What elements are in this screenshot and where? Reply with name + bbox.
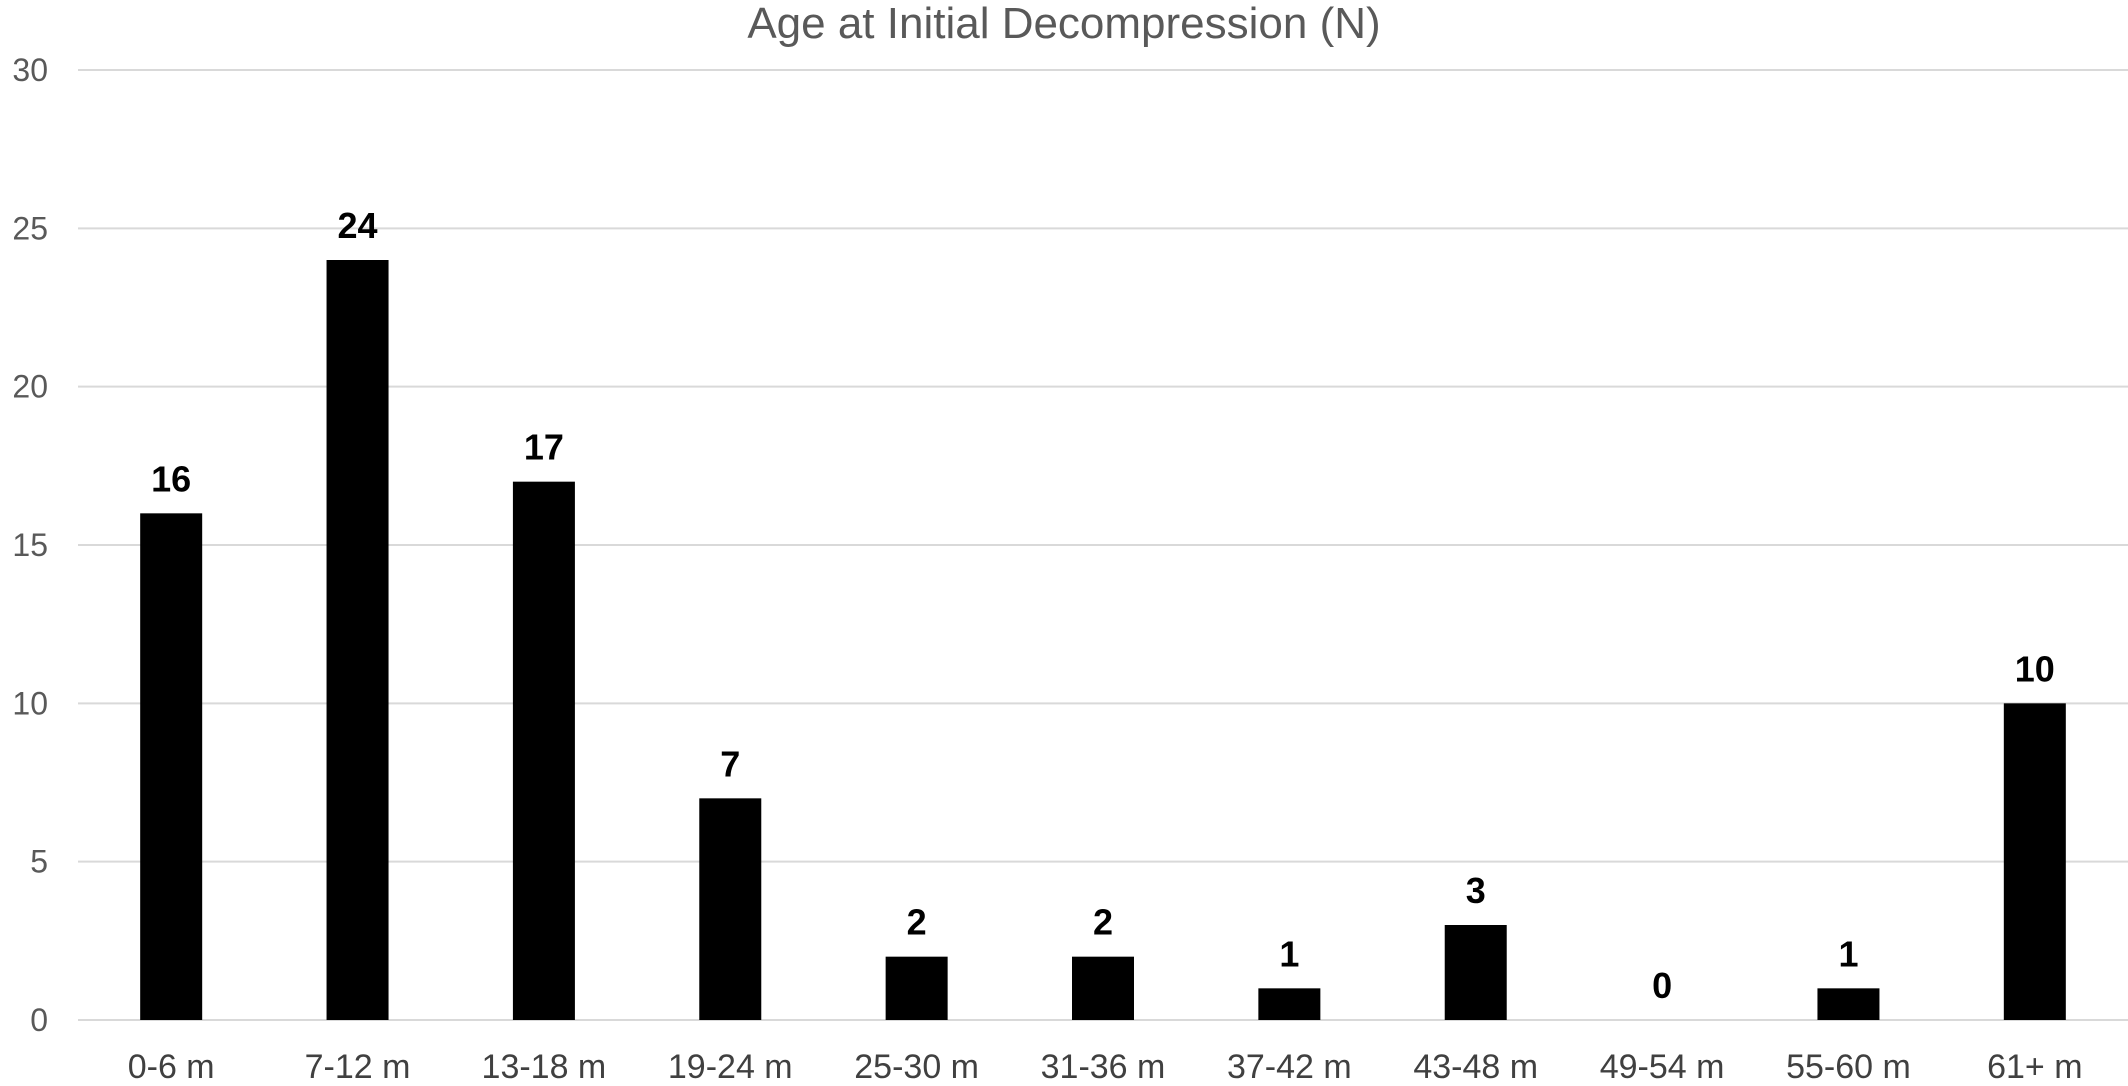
bar <box>699 798 762 1020</box>
chart-title: Age at Initial Decompression (N) <box>747 0 1380 48</box>
data-label: 7 <box>720 743 740 784</box>
bar <box>1072 956 1134 1020</box>
data-labels: 16 24 17 7 2 2 1 3 0 1 10 <box>151 205 2055 1006</box>
bar <box>1258 988 1321 1020</box>
x-tick-label: 37-42 m <box>1227 1048 1352 1086</box>
x-tick-label: 61+ m <box>1987 1048 2082 1086</box>
y-tick-label: 20 <box>12 369 48 405</box>
data-label: 3 <box>1466 870 1486 911</box>
y-tick-label: 10 <box>12 685 48 721</box>
bar <box>1444 925 1507 1020</box>
y-axis-ticks: 0 5 10 15 20 25 30 <box>12 52 48 1038</box>
y-tick-label: 15 <box>12 527 48 563</box>
bar <box>2003 703 2066 1020</box>
y-tick-label: 25 <box>12 210 48 246</box>
data-label: 1 <box>1279 933 1299 974</box>
x-tick-label: 43-48 m <box>1413 1048 1538 1086</box>
data-label: 2 <box>1093 902 1113 943</box>
y-tick-label: 5 <box>30 844 48 880</box>
data-label: 2 <box>907 902 927 943</box>
x-tick-label: 25-30 m <box>854 1048 979 1086</box>
data-label: 0 <box>1652 965 1672 1006</box>
bar <box>326 260 389 1020</box>
x-axis-ticks: 0-6 m 7-12 m 13-18 m 19-24 m 25-30 m 31-36 m 3… <box>128 1048 2083 1086</box>
data-label: 1 <box>1838 933 1858 974</box>
x-tick-label: 55-60 m <box>1786 1048 1911 1086</box>
data-label: 24 <box>338 205 378 246</box>
x-tick-label: 31-36 m <box>1041 1048 1166 1086</box>
x-tick-label: 0-6 m <box>128 1048 215 1086</box>
x-tick-label: 49-54 m <box>1600 1048 1725 1086</box>
bar <box>512 481 575 1021</box>
bar <box>1817 988 1880 1020</box>
y-tick-label: 0 <box>30 1002 48 1038</box>
data-label: 10 <box>2015 648 2055 689</box>
x-tick-label: 19-24 m <box>668 1048 793 1086</box>
bars <box>140 260 2066 1021</box>
y-tick-label: 30 <box>12 52 48 88</box>
bar <box>885 956 948 1020</box>
x-tick-label: 13-18 m <box>482 1048 607 1086</box>
bar <box>140 513 203 1020</box>
data-label: 16 <box>151 458 191 499</box>
gridlines <box>78 69 2128 1021</box>
x-tick-label: 7-12 m <box>305 1048 411 1086</box>
data-label: 17 <box>524 427 564 468</box>
